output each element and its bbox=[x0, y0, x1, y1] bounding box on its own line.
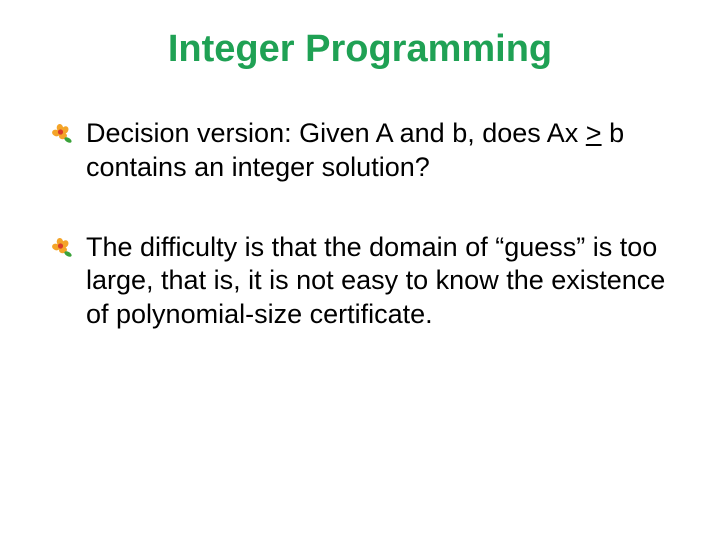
bullet-text-underlined: > bbox=[586, 118, 602, 148]
slide: Integer Programming Decision version: Gi… bbox=[0, 0, 720, 540]
bullet-item: The difficulty is that the domain of “gu… bbox=[50, 231, 670, 332]
bullet-item: Decision version: Given A and b, does Ax… bbox=[50, 117, 670, 185]
flower-bullet-icon bbox=[50, 122, 74, 146]
flower-bullet-icon bbox=[50, 236, 74, 260]
bullet-text: Decision version: Given A and b, does Ax… bbox=[86, 117, 670, 185]
slide-title: Integer Programming bbox=[50, 28, 670, 71]
bullet-text: The difficulty is that the domain of “gu… bbox=[86, 231, 670, 332]
bullet-text-part1: Decision version: Given A and b, does Ax bbox=[86, 118, 586, 148]
